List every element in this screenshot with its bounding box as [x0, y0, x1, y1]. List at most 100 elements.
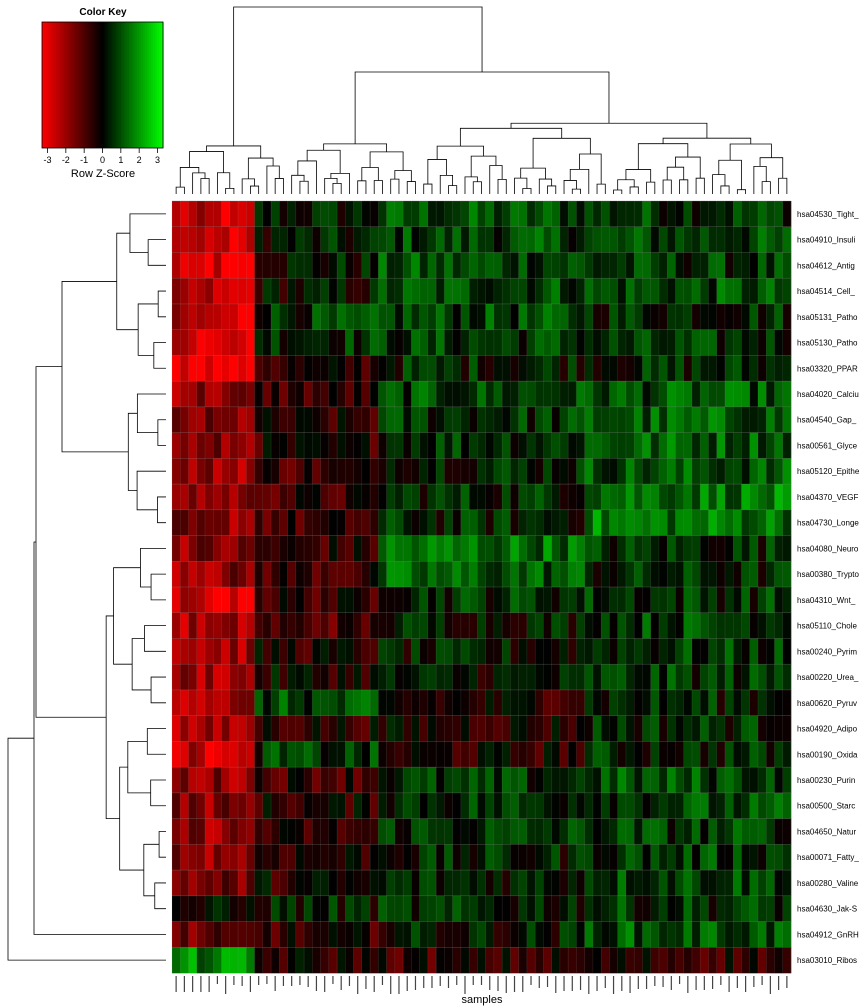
- color-key-stripe: [42, 22, 45, 148]
- heatmap-cell: [229, 844, 239, 871]
- heatmap-cell: [559, 561, 569, 588]
- heatmap-cell: [238, 921, 247, 948]
- heatmap-cell: [609, 818, 618, 845]
- heatmap-cell: [213, 767, 222, 794]
- heatmap-cell: [724, 715, 734, 742]
- heatmap-cell: [741, 303, 751, 330]
- heatmap-cell: [419, 381, 429, 408]
- heatmap-cell: [229, 895, 239, 922]
- heatmap-cell: [584, 252, 594, 279]
- heatmap-cell: [271, 329, 280, 356]
- heatmap-cell: [444, 484, 453, 511]
- heatmap-cell: [625, 201, 635, 228]
- heatmap-cell: [444, 561, 453, 588]
- heatmap-cell: [312, 792, 321, 819]
- heatmap-cell: [642, 381, 651, 408]
- heatmap-cell: [353, 226, 363, 253]
- color-key-stripe: [116, 22, 120, 148]
- heatmap-cell: [733, 818, 742, 845]
- heatmap-cell: [271, 741, 280, 768]
- heatmap-cell: [262, 226, 272, 253]
- heatmap-cell: [724, 226, 734, 253]
- heatmap-cell: [485, 638, 495, 665]
- heatmap-cell: [782, 355, 792, 382]
- row-dendrogram-link: [116, 232, 139, 331]
- heatmap-cell: [642, 895, 651, 922]
- heatmap-cell: [460, 895, 470, 922]
- heatmap-cell: [700, 355, 709, 382]
- heatmap-cell: [411, 612, 420, 639]
- heatmap-cell: [444, 921, 453, 948]
- heatmap-cell: [617, 895, 627, 922]
- heatmap-cell: [221, 612, 231, 639]
- heatmap-cell: [394, 303, 404, 330]
- heatmap-cell: [617, 381, 627, 408]
- heatmap-cell: [592, 329, 602, 356]
- heatmap-cell: [658, 844, 668, 871]
- heatmap-cell: [469, 303, 478, 330]
- heatmap-cell: [238, 458, 247, 485]
- color-key-stripe: [70, 22, 73, 148]
- heatmap-cell: [205, 895, 214, 922]
- heatmap-cell: [733, 432, 742, 459]
- heatmap-cell: [271, 381, 280, 408]
- heatmap-cell: [172, 664, 181, 691]
- heatmap-cell: [724, 509, 734, 536]
- heatmap-cell: [493, 612, 503, 639]
- heatmap-cell: [749, 689, 759, 716]
- heatmap-cell: [551, 535, 561, 562]
- heatmap-cell: [609, 870, 618, 897]
- heatmap-cell: [370, 870, 379, 897]
- heatmap-cell: [213, 689, 222, 716]
- heatmap-cell: [551, 741, 561, 768]
- heatmap-cell: [238, 587, 247, 614]
- heatmap-cell: [436, 226, 445, 253]
- heatmap-cell: [691, 895, 701, 922]
- heatmap-cell: [568, 895, 577, 922]
- column-dendrogram-link: [175, 186, 185, 194]
- heatmap-cell: [196, 612, 206, 639]
- heatmap-cell: [477, 329, 486, 356]
- heatmap-cell: [601, 381, 610, 408]
- heatmap-cell: [262, 715, 272, 742]
- heatmap-cell: [535, 458, 544, 485]
- heatmap-cell: [287, 792, 297, 819]
- heatmap-cell: [246, 432, 255, 459]
- heatmap-cell: [295, 226, 305, 253]
- heatmap-cell: [691, 458, 701, 485]
- heatmap-cell: [361, 329, 371, 356]
- heatmap-cell: [452, 252, 462, 279]
- heatmap-cell: [180, 432, 189, 459]
- heatmap-cell: [741, 278, 751, 305]
- column-dendrogram-link: [662, 179, 672, 194]
- column-dendrogram-link: [361, 167, 379, 181]
- heatmap-cell: [675, 689, 684, 716]
- heatmap-cell: [634, 612, 643, 639]
- heatmap-cell: [229, 535, 239, 562]
- heatmap-cell: [221, 638, 231, 665]
- heatmap-cell: [205, 355, 214, 382]
- heatmap-cell: [584, 792, 594, 819]
- heatmap-cell: [320, 689, 330, 716]
- heatmap-cell: [469, 484, 478, 511]
- heatmap-cell: [246, 921, 255, 948]
- heatmap-cell: [188, 715, 198, 742]
- heatmap-cell: [353, 381, 363, 408]
- heatmap-cell: [724, 870, 734, 897]
- color-key-stripe: [134, 22, 138, 148]
- heatmap-cell: [724, 638, 734, 665]
- heatmap-cell: [691, 689, 701, 716]
- heatmap-cell: [229, 432, 239, 459]
- heatmap-cell: [312, 458, 321, 485]
- column-dendrogram-link: [538, 178, 553, 194]
- heatmap-cell: [592, 844, 602, 871]
- column-dendrogram-link: [448, 185, 458, 194]
- heatmap-cell: [658, 201, 668, 228]
- heatmap-cell: [213, 664, 222, 691]
- heatmap-cell: [716, 303, 726, 330]
- heatmap-cell: [370, 432, 379, 459]
- heatmap-cell: [444, 792, 453, 819]
- heatmap-cell: [576, 252, 585, 279]
- heatmap-cell: [172, 201, 181, 228]
- heatmap-cell: [774, 509, 784, 536]
